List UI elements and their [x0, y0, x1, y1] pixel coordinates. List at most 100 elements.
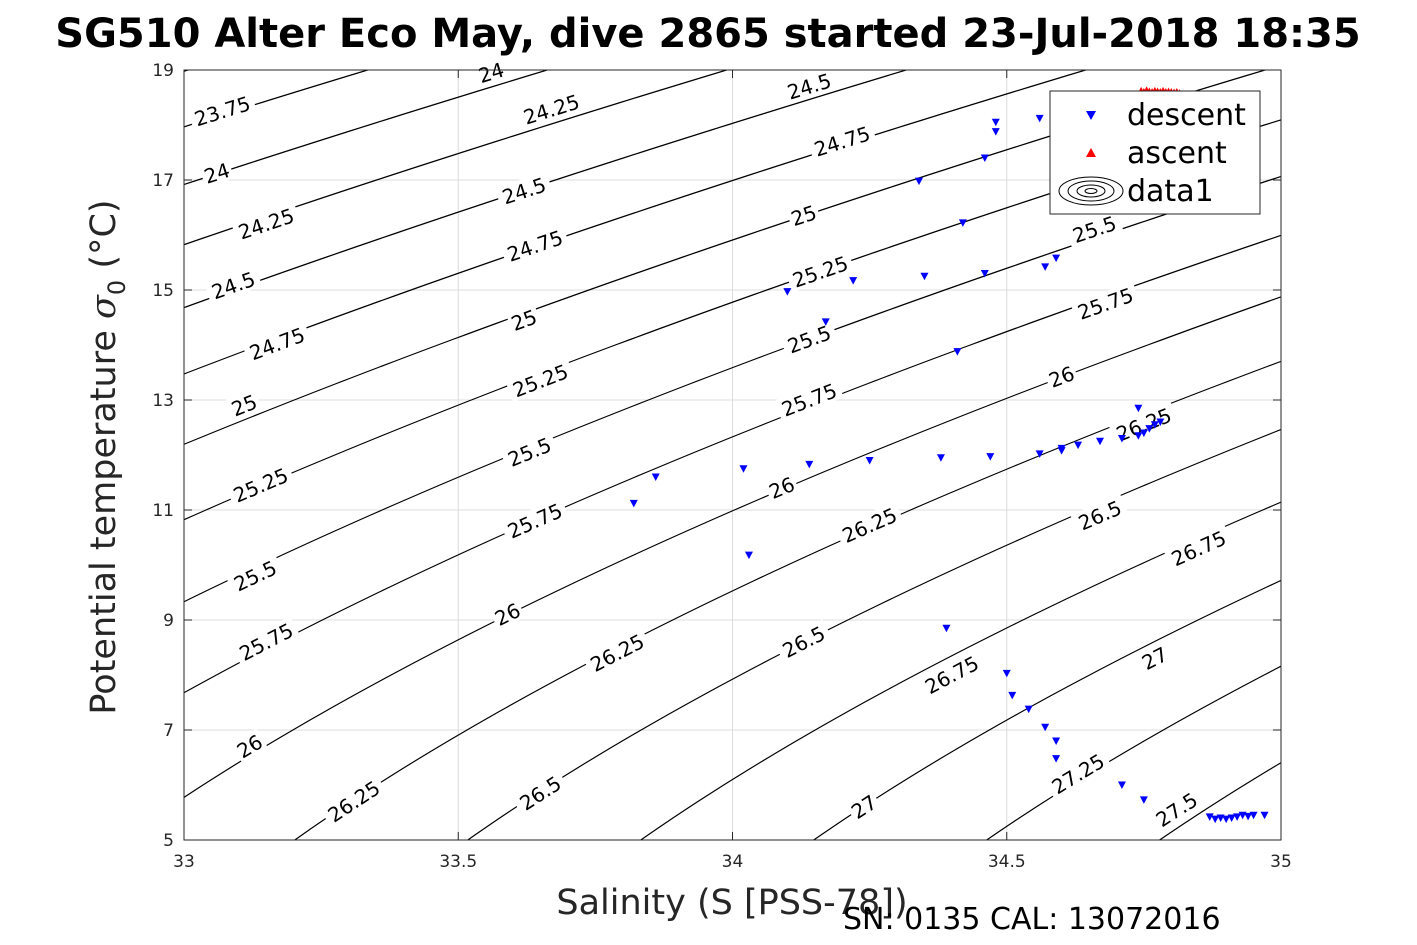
contour-line [985, 665, 1281, 840]
descent-point [1205, 813, 1214, 821]
descent-point [651, 473, 660, 481]
descent-point [629, 499, 638, 508]
contour-label-text: 24.25 [235, 203, 297, 244]
contour-label-text: 26.5 [1075, 496, 1125, 536]
descent-point [1035, 450, 1044, 458]
contour-line [184, 70, 1088, 375]
contour-label: 27.5 [1147, 785, 1205, 833]
contour-label-text: 26.75 [1168, 526, 1230, 571]
legend-ascent-marker [1086, 148, 1096, 157]
descent-point [1117, 781, 1126, 789]
x-tick-label: 34.5 [988, 852, 1026, 872]
contour-label-bg [319, 773, 388, 828]
contour-line [184, 70, 1268, 445]
contour-label: 24 [473, 56, 509, 88]
descent-point [942, 624, 951, 633]
contour-label-bg [1065, 209, 1124, 248]
descent-point [783, 288, 792, 296]
y-tick-label: 13 [152, 391, 174, 411]
contour-label: 27 [844, 788, 883, 824]
contour-label-bg [1147, 785, 1205, 833]
contour-label: 27.25 [1043, 746, 1112, 800]
descent-point [821, 318, 830, 326]
descent-point [986, 453, 995, 461]
contour-label-bg [1070, 493, 1129, 536]
descent-point [1134, 404, 1143, 413]
contour-line [184, 70, 729, 246]
contour-label-bg [516, 88, 586, 129]
descent-point [1227, 814, 1236, 822]
contour-label: 25.75 [1070, 281, 1140, 325]
contour-label-bg [231, 202, 301, 245]
contour-line [812, 579, 1281, 840]
contour-label-bg [473, 56, 509, 87]
contour-label-text: 24.75 [811, 121, 873, 161]
contour-label-bg [203, 265, 263, 305]
descent-point [1145, 425, 1154, 433]
contour-label-text: 25.75 [1075, 283, 1137, 325]
descent-point [1150, 421, 1159, 429]
axis-ticks: 33 33.5 34 34.5 35 5 7 9 11 13 15 17 19 [152, 61, 1291, 872]
contour-label-text: 26.25 [323, 776, 384, 827]
contour-label: 26.5 [1070, 493, 1129, 536]
contour-label-text: 25.75 [778, 378, 840, 421]
contour-label: 25.75 [774, 376, 844, 422]
contour-label-bg [763, 471, 800, 504]
x-tick-label: 33 [173, 852, 195, 872]
contour-label: 25.25 [505, 357, 575, 402]
contour-label-bg [1043, 360, 1080, 392]
y-axis-label-unit: (°C) [84, 199, 124, 279]
contour-label-bg [225, 461, 296, 508]
contour-label-bg [230, 728, 268, 763]
contour-label-text: 24.5 [499, 173, 549, 210]
contour-label-bg [1108, 401, 1179, 447]
contour-label-text: 25.5 [1070, 211, 1120, 248]
contour-label-text: 26.75 [921, 651, 983, 699]
contour-label-text: 25.25 [789, 251, 851, 292]
legend-box [1049, 90, 1261, 215]
legend: descent ascent data1 [1049, 90, 1261, 215]
contour-label: 26.25 [582, 627, 652, 678]
y-tick-label: 9 [163, 611, 174, 631]
legend-contour-icon [1058, 176, 1124, 206]
contour-line [184, 296, 1281, 799]
contour-label-text: 24.75 [504, 225, 566, 266]
x-axis-label: Salinity (S [PSS-78]) [556, 883, 907, 923]
contour-label-bg [198, 157, 235, 188]
contour-label-text: 25.75 [504, 498, 566, 543]
contour-label-text: 26 [491, 598, 524, 631]
contour-label: 26 [1043, 360, 1080, 393]
descent-point [1041, 263, 1050, 271]
contour-line [0, 48, 81, 868]
contour-label-bg [834, 501, 904, 548]
contour-line [293, 360, 1281, 840]
descent-point [1024, 705, 1033, 714]
descent-point [1052, 755, 1061, 763]
descent-point [958, 219, 967, 227]
contour-label: 26 [488, 597, 526, 631]
contour-label-text: 25.75 [235, 618, 297, 666]
y-axis-label-symbol: σ [84, 294, 124, 319]
contour-label: 23.75 [187, 90, 257, 131]
contour-label-bg [505, 303, 542, 335]
contour-label-bg [231, 616, 301, 667]
contour-label: 24.75 [242, 321, 312, 365]
descent-point [1035, 114, 1044, 123]
descent-point [1249, 811, 1258, 820]
contour-line [184, 234, 1281, 694]
legend-data1-label: data1 [1127, 174, 1214, 209]
descent-point [1095, 437, 1104, 446]
contour-label: 25.75 [231, 616, 301, 667]
contour-label: 26 [763, 471, 800, 504]
descent-point [805, 460, 814, 469]
contour-label-bg [494, 171, 553, 209]
contour-label: 24.75 [807, 120, 877, 162]
contour-label-bg [779, 67, 839, 104]
descent-point [1117, 435, 1126, 443]
descent-point [1244, 812, 1253, 821]
descent-point [1233, 813, 1242, 821]
contour-label: 26.75 [1163, 524, 1233, 571]
y-tick-label: 5 [163, 831, 174, 851]
descent-point [849, 277, 858, 285]
y-axis-label: Potential temperature σ0 (°C) [84, 199, 131, 714]
